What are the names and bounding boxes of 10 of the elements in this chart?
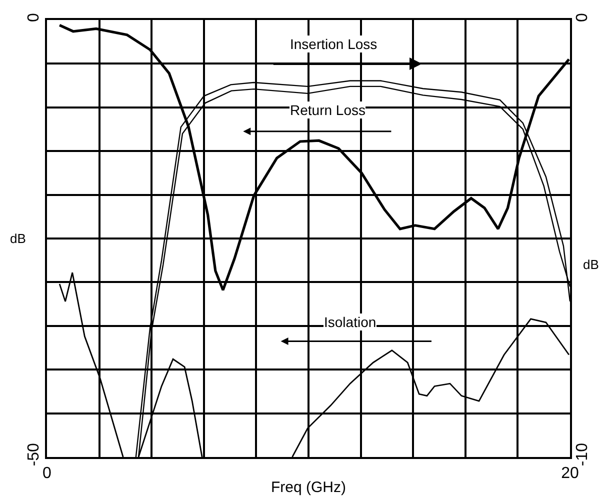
y2-tick-label: -10 [574, 442, 591, 466]
annotation: Insertion Loss [290, 36, 378, 52]
x-tick-label: 20 [561, 465, 579, 482]
annotation: Return Loss [290, 102, 366, 118]
x-axis-title: Freq (GHz) [271, 479, 346, 496]
y2-axis-title: dB [583, 257, 599, 272]
y-axis-title: dB [10, 231, 26, 246]
annotation: Isolation [324, 314, 376, 330]
y-tick-label: -50 [26, 442, 43, 466]
y2-tick-label: 0 [574, 13, 591, 22]
